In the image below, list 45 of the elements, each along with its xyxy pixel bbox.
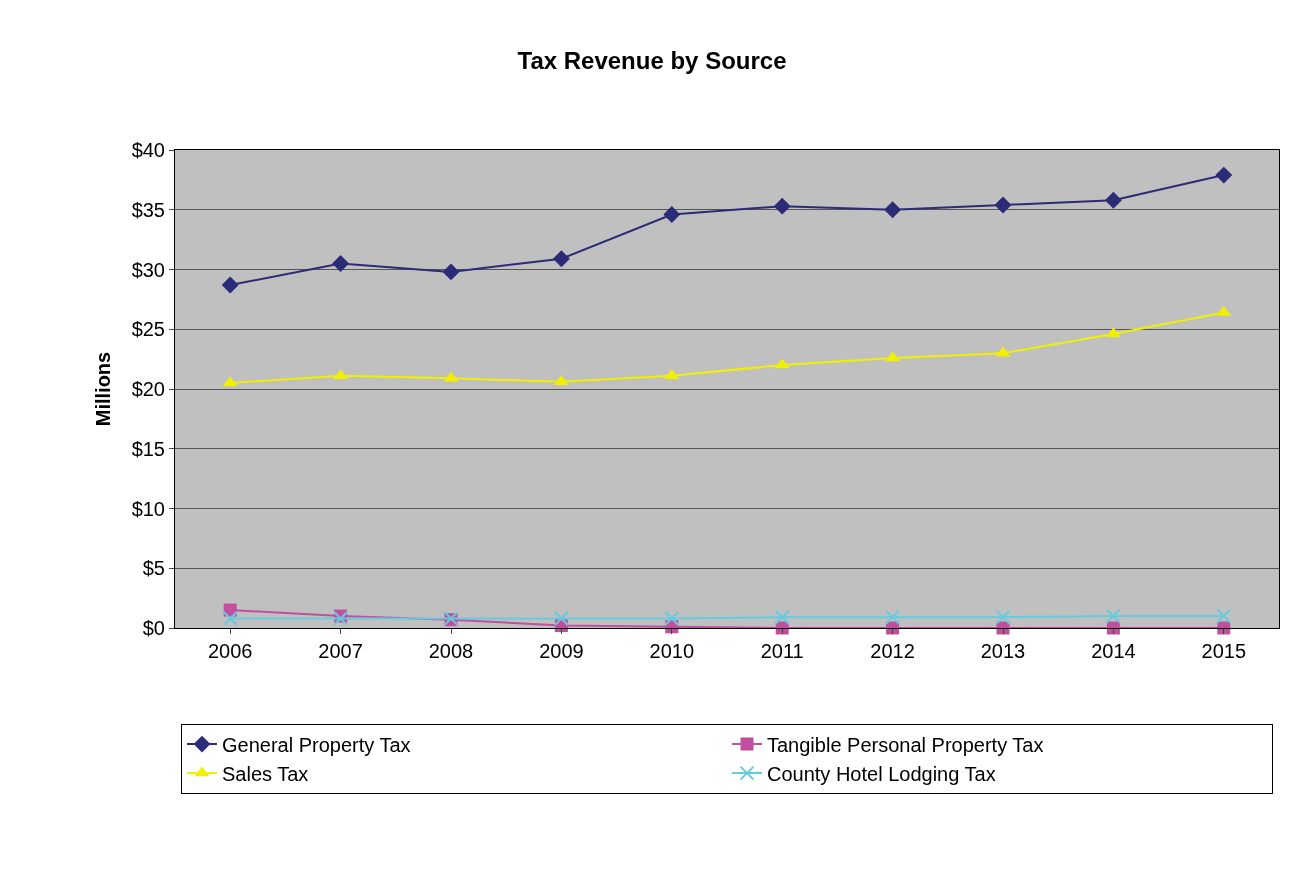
point: [885, 609, 901, 625]
point: [552, 250, 570, 268]
x-tick-label: 2012: [870, 640, 915, 662]
legend-label: General Property Tax: [222, 733, 411, 756]
y-tick-label: $40: [131, 139, 165, 161]
point: [442, 263, 460, 281]
point: [774, 609, 790, 625]
y-tick-label: $10: [131, 497, 165, 520]
x-tick-label: 2015: [1201, 640, 1247, 662]
x-tick-label: 2011: [760, 640, 804, 662]
y-tick-label: $35: [131, 198, 165, 221]
x-tick-label: 2008: [428, 640, 474, 662]
legend-label: Sales Tax: [222, 762, 309, 785]
point: [995, 609, 1011, 625]
point: [884, 201, 902, 219]
y-tick-label: $30: [131, 258, 165, 281]
x-tick-label: 2014: [1091, 640, 1136, 662]
x-tick-label: 2013: [980, 640, 1026, 662]
x-tick-label: 2007: [318, 640, 363, 662]
point: [553, 610, 569, 626]
point: [1215, 166, 1233, 184]
point: [1217, 621, 1231, 635]
y-tick-label: $20: [131, 378, 165, 400]
x-tick-label: 2009: [539, 640, 584, 662]
y-tick-label: $0: [142, 617, 165, 639]
point: [1105, 608, 1121, 624]
x-tick-label: 2010: [649, 640, 695, 662]
legend-label: Tangible Personal Property Tax: [767, 733, 1044, 756]
point: [994, 196, 1012, 214]
x-tick-label: 2006: [207, 640, 253, 662]
point: [222, 610, 238, 626]
point: [664, 610, 680, 626]
point: [332, 255, 350, 272]
legend-label: County Hotel Lodging Tax: [767, 762, 996, 785]
point: [221, 276, 239, 294]
point: [1216, 608, 1232, 624]
chart-title: Tax Revenue by Source: [517, 47, 787, 75]
point: [1104, 191, 1122, 209]
point: [1106, 621, 1120, 635]
y-tick-label: $25: [131, 318, 165, 341]
y-tick-label: $5: [142, 557, 165, 580]
point: [773, 197, 791, 215]
y-axis-title: Millions: [92, 351, 115, 427]
y-tick-label: $15: [131, 437, 165, 460]
point: [663, 206, 681, 223]
